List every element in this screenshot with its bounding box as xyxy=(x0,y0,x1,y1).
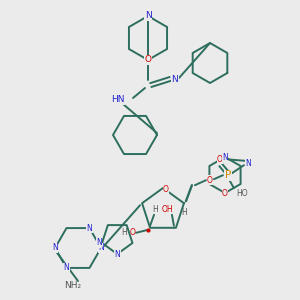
Text: N: N xyxy=(145,11,152,20)
Text: NH₂: NH₂ xyxy=(64,281,82,290)
Text: HO: HO xyxy=(236,189,248,198)
Text: N: N xyxy=(52,244,58,253)
Text: N: N xyxy=(245,159,251,168)
Text: H: H xyxy=(152,205,158,214)
Text: N: N xyxy=(114,250,120,259)
Text: N: N xyxy=(87,224,92,232)
Text: O: O xyxy=(207,176,213,185)
Text: N: N xyxy=(64,263,69,272)
Text: H: H xyxy=(121,228,127,237)
Text: P: P xyxy=(225,170,231,180)
Text: N: N xyxy=(96,238,102,247)
Text: HN: HN xyxy=(112,95,125,104)
Text: O: O xyxy=(222,188,228,197)
Text: O: O xyxy=(129,228,135,237)
Text: N: N xyxy=(98,244,104,253)
Text: O: O xyxy=(217,155,223,164)
Text: N: N xyxy=(172,74,178,83)
Text: H: H xyxy=(181,208,187,217)
Text: N: N xyxy=(222,152,228,161)
Text: O: O xyxy=(145,56,152,64)
Text: O: O xyxy=(163,185,169,194)
Text: OH: OH xyxy=(162,205,174,214)
